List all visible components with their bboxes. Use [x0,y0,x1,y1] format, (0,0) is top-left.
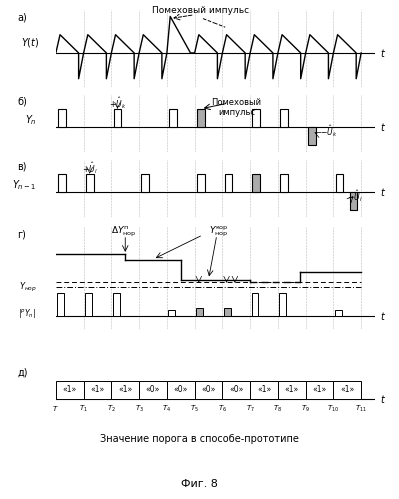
Text: д): д) [18,368,28,378]
Text: $T_7$: $T_7$ [246,404,255,414]
Bar [308,127,316,145]
Bar [167,381,195,399]
Text: $t$: $t$ [380,393,386,405]
Bar [280,109,288,127]
Text: Помеховый импульс: Помеховый импульс [152,6,249,15]
Bar [169,109,177,127]
Text: «0»: «0» [146,385,160,394]
Text: $t$: $t$ [380,186,386,198]
Text: «0»: «0» [201,385,216,394]
Text: Помеховый
импульс: Помеховый импульс [211,98,261,117]
Bar [336,174,344,192]
Bar [195,381,222,399]
Bar [86,174,94,192]
Text: г): г) [18,229,26,239]
Text: б): б) [18,96,28,106]
Text: $Y_{n-1}$: $Y_{n-1}$ [12,178,37,192]
Text: «0»: «0» [174,385,188,394]
Text: а): а) [18,12,27,22]
Bar [253,109,260,127]
Text: Фиг. 8: Фиг. 8 [181,479,218,489]
Bar [168,310,175,316]
Text: «1»: «1» [118,385,132,394]
Bar [114,109,121,127]
Text: «0»: «0» [229,385,243,394]
Text: $+\hat{U}_l$: $+\hat{U}_l$ [82,160,97,176]
Bar [85,292,92,316]
Text: «1»: «1» [312,385,327,394]
Bar [224,308,231,316]
Text: $-\hat{U}_l$: $-\hat{U}_l$ [347,188,363,204]
Text: «1»: «1» [63,385,77,394]
Text: «1»: «1» [90,385,105,394]
Text: $T_8$: $T_8$ [273,404,282,414]
Text: в): в) [18,161,27,171]
Text: $Y_n$: $Y_n$ [25,113,37,127]
Text: $T$: $T$ [53,404,59,413]
Bar [84,381,111,399]
Text: $Y^{\text{кор}}_{\text{нор}}$: $Y^{\text{кор}}_{\text{нор}}$ [209,225,228,239]
Text: «1»: «1» [284,385,299,394]
Bar [250,381,278,399]
Text: $t$: $t$ [380,47,386,59]
Text: «1»: «1» [340,385,354,394]
Bar [335,310,342,316]
Text: $T_{10}$: $T_{10}$ [327,404,340,414]
Text: $T_9$: $T_9$ [301,404,310,414]
Text: $T_2$: $T_2$ [107,404,116,414]
Bar [278,381,306,399]
Text: $+\hat{U}_k$: $+\hat{U}_k$ [109,95,126,111]
Text: $T_3$: $T_3$ [134,404,144,414]
Bar [197,109,205,127]
Text: Значение порога в способе-прототипе: Значение порога в способе-прототипе [100,434,299,444]
Bar [58,174,66,192]
Text: $T_6$: $T_6$ [218,404,227,414]
Bar [139,381,167,399]
Bar [141,174,149,192]
Text: $t$: $t$ [380,310,386,322]
Bar [196,310,203,316]
Bar [253,174,260,192]
Text: $-\hat{U}_k$: $-\hat{U}_k$ [320,123,337,139]
Bar [334,381,361,399]
Bar [251,292,259,316]
Text: $Y(t)$: $Y(t)$ [22,36,40,49]
Bar [197,174,205,192]
Text: $T_1$: $T_1$ [79,404,88,414]
Bar [222,381,250,399]
Bar [279,292,286,316]
Bar [56,381,84,399]
Text: $T_5$: $T_5$ [190,404,199,414]
Bar [111,381,139,399]
Text: «1»: «1» [257,385,271,394]
Text: $Y_{нор}$: $Y_{нор}$ [19,280,37,293]
Bar [196,308,203,316]
Bar [57,292,64,316]
Bar [350,192,357,210]
Text: $\Delta Y^{\text{п}}_{\text{нор}}$: $\Delta Y^{\text{п}}_{\text{нор}}$ [111,225,137,239]
Bar [113,292,120,316]
Text: $T_{11}$: $T_{11}$ [355,404,367,414]
Text: $T_4$: $T_4$ [162,404,172,414]
Bar [225,174,232,192]
Bar [58,109,66,127]
Text: $|^pY_n|$: $|^pY_n|$ [18,307,37,320]
Text: $t$: $t$ [380,121,386,133]
Bar [306,381,334,399]
Bar [280,174,288,192]
